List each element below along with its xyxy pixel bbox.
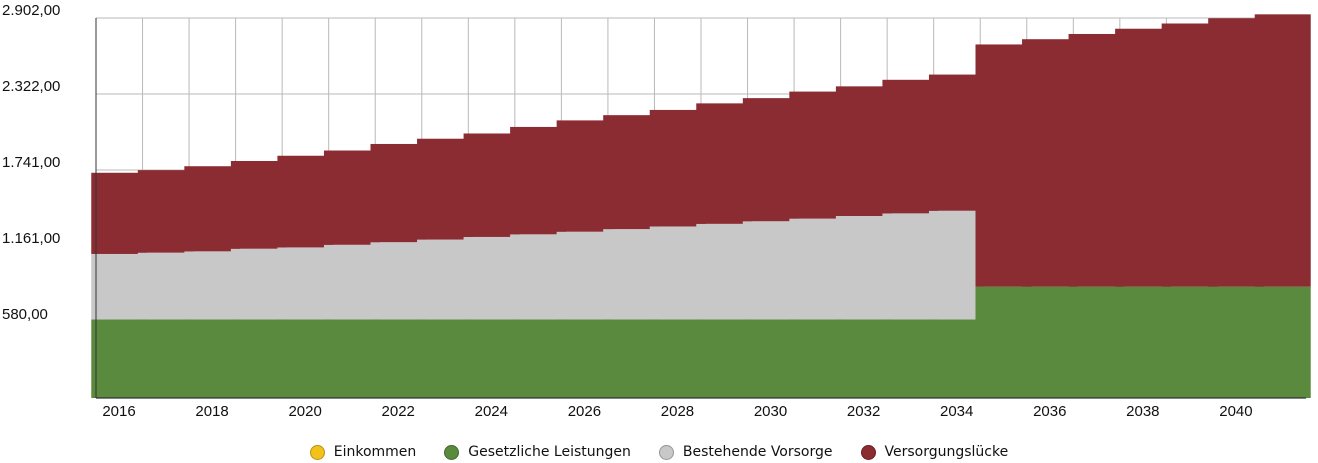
x-tick-label: 2026 xyxy=(568,403,601,420)
legend-item-bestehende-vorsorge[interactable]: Bestehende Vorsorge xyxy=(658,444,833,460)
legend-swatch xyxy=(860,444,876,460)
x-tick-label: 2022 xyxy=(382,403,415,420)
x-tick-label: 2018 xyxy=(195,403,228,420)
legend-label: Einkommen xyxy=(333,444,417,460)
bar-versorgungsl-cke-2041 xyxy=(1254,14,1311,287)
x-tick-label: 2034 xyxy=(940,403,973,420)
legend-item-gesetzliche-leistungen[interactable]: Gesetzliche Leistungen xyxy=(444,444,631,460)
bar-gesetzliche-leistungen-2041 xyxy=(1254,286,1311,398)
x-tick-label: 2028 xyxy=(661,403,694,420)
x-tick-label: 2024 xyxy=(475,403,508,420)
legend-swatch xyxy=(444,444,460,460)
legend-item-versorgungsluecke[interactable]: Versorgungslücke xyxy=(860,444,1009,460)
legend-item-einkommen[interactable]: Einkommen xyxy=(309,444,417,460)
axes: 580,00 1.161,00 1.741,00 2.322,00 2.902,00 20… xyxy=(2,2,1306,420)
y-tick-label: 1.161,00 xyxy=(2,230,60,247)
legend: Einkommen Gesetzliche Leistungen Bestehe… xyxy=(0,441,1318,463)
y-tick-label: 2.902,00 xyxy=(2,2,60,19)
x-tick-label: 2036 xyxy=(1033,403,1066,420)
x-tick-label: 2038 xyxy=(1126,403,1159,420)
legend-label: Gesetzliche Leistungen xyxy=(468,444,631,460)
x-tick-label: 2040 xyxy=(1219,403,1252,420)
legend-swatch xyxy=(658,444,674,460)
legend-swatch xyxy=(309,444,325,460)
bars xyxy=(91,14,1311,398)
y-tick-label: 2.322,00 xyxy=(2,78,60,95)
y-tick-label: 1.741,00 xyxy=(2,154,60,171)
y-tick-label: 580,00 xyxy=(2,306,48,323)
x-tick-label: 2032 xyxy=(847,403,880,420)
legend-label: Bestehende Vorsorge xyxy=(682,444,833,460)
x-tick-label: 2020 xyxy=(288,403,321,420)
chart: 580,00 1.161,00 1.741,00 2.322,00 2.902,00 20… xyxy=(2,2,1311,420)
x-tick-label: 2030 xyxy=(754,403,787,420)
x-tick-label: 2016 xyxy=(102,403,135,420)
legend-label: Versorgungslücke xyxy=(884,444,1009,460)
